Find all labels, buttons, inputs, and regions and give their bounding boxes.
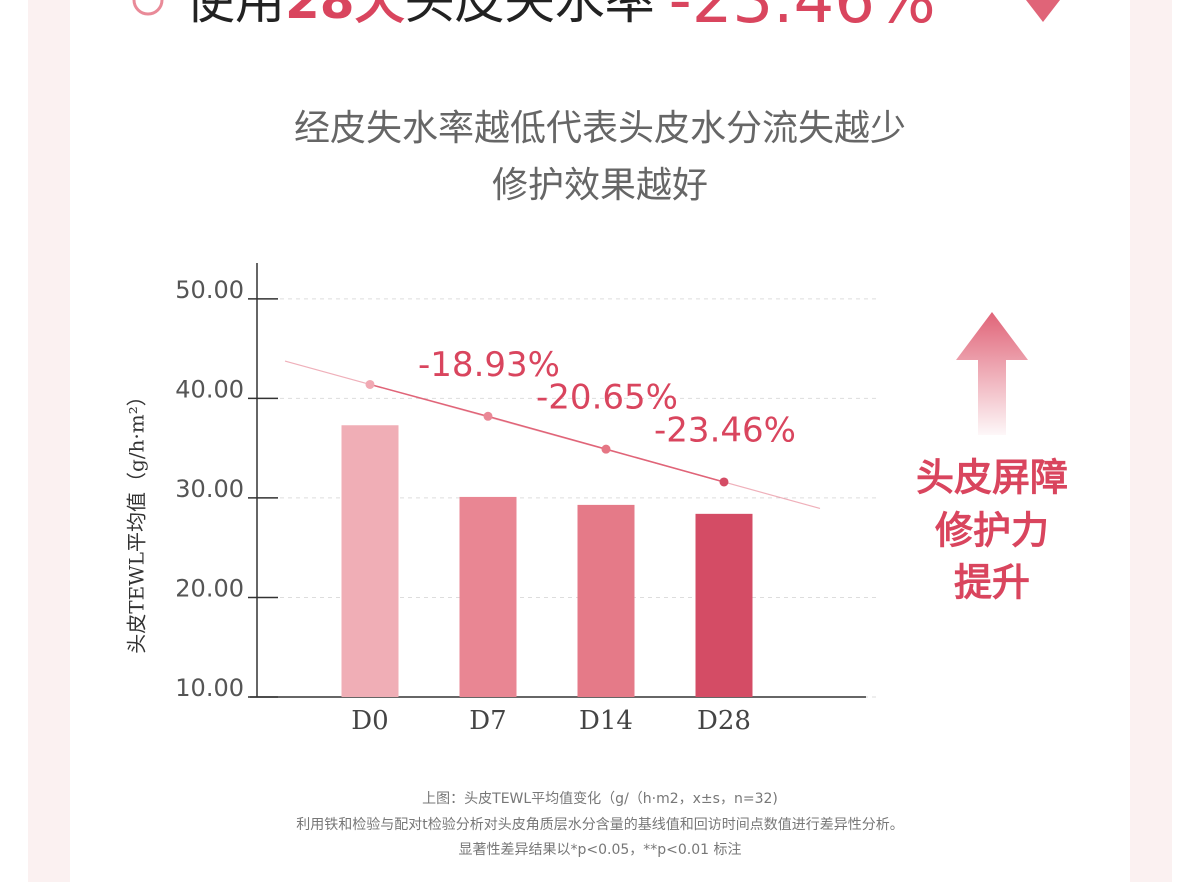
side-strip [28,0,70,882]
up-arrow [956,312,1028,435]
trend-line [369,383,725,483]
subtitle: 经皮失水率越低代表头皮水分流失越少 [294,108,906,149]
side-text: 头皮屏障 [916,456,1068,500]
y-tick-label: 50.00 [175,276,244,304]
trend-point [719,477,729,487]
trend-point [483,411,493,421]
y-tick-label: 40.00 [175,375,244,403]
side-strip [1130,0,1172,882]
bar [459,496,517,697]
x-tick-label: D28 [697,706,751,736]
y-tick-label: 20.00 [175,574,244,602]
change-label: -20.65% [536,378,678,418]
change-label: -23.46% [654,410,796,450]
trend-point [601,444,611,454]
side-text: 修护力 [935,509,1049,553]
x-tick-label: D7 [469,706,506,736]
side-text: 提升 [954,561,1030,605]
header-icon [132,0,164,16]
trend-point [365,379,375,389]
footnote: 利用铁和检验与配对t检验分析对头皮角质层水分含量的基线值和回访时间点数值进行差异… [296,816,904,833]
y-axis-label: 头皮TEWL平均值（g/h·m²） [125,386,149,654]
y-tick-label: 10.00 [175,674,244,702]
down-arrow [1026,0,1060,22]
header: 使用28天头皮失水率 -23.46% [185,0,936,38]
change-label: -18.93% [418,345,560,385]
subtitle: 修护效果越好 [492,165,708,206]
bar [695,513,753,697]
footnote: 显著性差异结果以*p<0.05，**p<0.01 标注 [458,842,741,858]
bar [341,425,399,697]
x-tick-label: D0 [351,706,388,736]
footnote: 上图：头皮TEWL平均值变化（g/（h·m2，x±s，n=32) [422,791,778,807]
bar [577,504,635,697]
y-tick-label: 30.00 [175,475,244,503]
x-tick-label: D14 [579,706,633,736]
